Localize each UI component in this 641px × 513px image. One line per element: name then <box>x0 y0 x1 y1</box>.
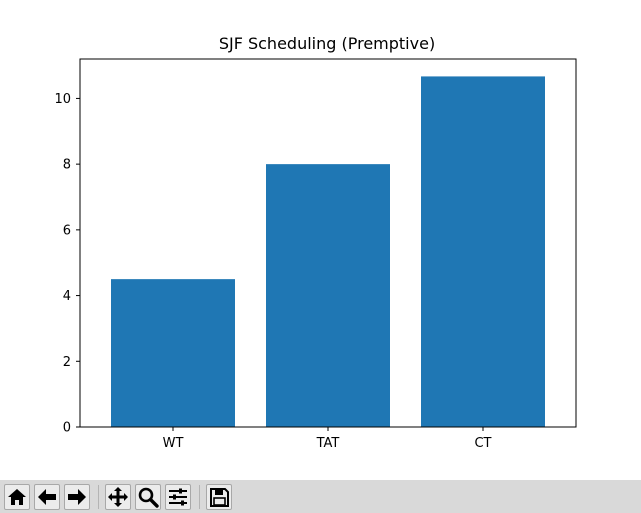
magnifier-icon <box>138 487 159 508</box>
plot-frame <box>79 58 577 428</box>
x-tick-label: TAT <box>316 436 340 451</box>
y-tick-label: 2 <box>63 355 71 370</box>
pan-button[interactable] <box>105 484 131 510</box>
configure-subplots-button[interactable] <box>165 484 191 510</box>
figure-canvas: SJF Scheduling (Premptive) 0 2 4 6 8 10 WT TAT… <box>54 34 577 451</box>
y-tick-label: 0 <box>63 421 71 436</box>
arrow-left-icon <box>38 489 56 505</box>
floppy-disk-icon <box>210 488 229 507</box>
bar-tat <box>266 164 390 427</box>
arrow-right-icon <box>68 489 86 505</box>
navigation-toolbar <box>0 480 641 513</box>
sliders-icon <box>169 488 187 506</box>
toolbar-separator <box>199 485 200 509</box>
bar-ct <box>421 76 545 428</box>
y-axis: 0 2 4 6 8 10 <box>54 92 80 436</box>
home-icon <box>8 489 26 505</box>
x-tick-label: CT <box>474 436 491 451</box>
y-tick-label: 6 <box>63 223 71 238</box>
forward-button[interactable] <box>64 484 90 510</box>
back-button[interactable] <box>34 484 60 510</box>
bar-wt <box>111 279 235 427</box>
toolbar-separator <box>98 485 99 509</box>
chart-title: SJF Scheduling (Premptive) <box>219 34 435 53</box>
x-tick-label: WT <box>163 436 184 451</box>
zoom-button[interactable] <box>135 484 161 510</box>
home-button[interactable] <box>4 484 30 510</box>
x-axis: WT TAT CT <box>163 427 492 451</box>
bars-group <box>111 76 545 428</box>
y-tick-label: 4 <box>63 289 71 304</box>
y-tick-label: 8 <box>63 158 71 173</box>
save-button[interactable] <box>206 484 232 510</box>
y-tick-label: 10 <box>54 92 71 107</box>
move-icon <box>108 487 128 507</box>
